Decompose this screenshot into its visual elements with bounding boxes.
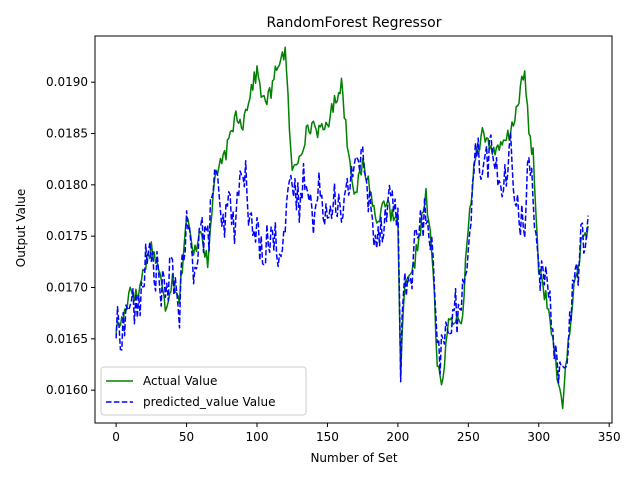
x-axis: 0 50 100 150 200 250 300 350 <box>112 423 621 444</box>
x-tick-label: 350 <box>598 430 621 444</box>
x-tick-label: 50 <box>179 430 194 444</box>
x-tick-label: 100 <box>246 430 269 444</box>
chart-title: RandomForest Regressor <box>267 15 442 31</box>
series-line-2 <box>115 132 589 384</box>
y-tick-label: 0.0175 <box>46 229 88 243</box>
legend-label-1: Actual Value <box>143 374 217 388</box>
y-tick-label: 0.0165 <box>46 332 88 346</box>
axes-frame <box>94 35 613 424</box>
legend: Actual Value predicted_value Value <box>100 366 307 416</box>
y-tick-label: 0.0160 <box>46 383 88 397</box>
y-axis: 0.0160 0.0165 0.0170 0.0175 0.0180 0.0185 0.01… <box>46 75 95 397</box>
y-tick-label: 0.0170 <box>46 280 88 294</box>
y-axis-title: Output Value <box>14 189 28 267</box>
x-tick-label: 300 <box>527 430 550 444</box>
x-tick-label: 150 <box>316 430 339 444</box>
y-tick-label: 0.0190 <box>46 75 88 89</box>
x-tick-label: 0 <box>112 430 120 444</box>
plot-area <box>94 35 613 424</box>
x-tick-label: 250 <box>457 430 480 444</box>
legend-label-2: predicted_value Value <box>143 395 275 409</box>
legend-box <box>100 366 307 416</box>
y-tick-label: 0.0180 <box>46 178 88 192</box>
x-tick-label: 200 <box>386 430 409 444</box>
y-tick-label: 0.0185 <box>46 127 88 141</box>
x-axis-title: Number of Set <box>310 451 397 465</box>
